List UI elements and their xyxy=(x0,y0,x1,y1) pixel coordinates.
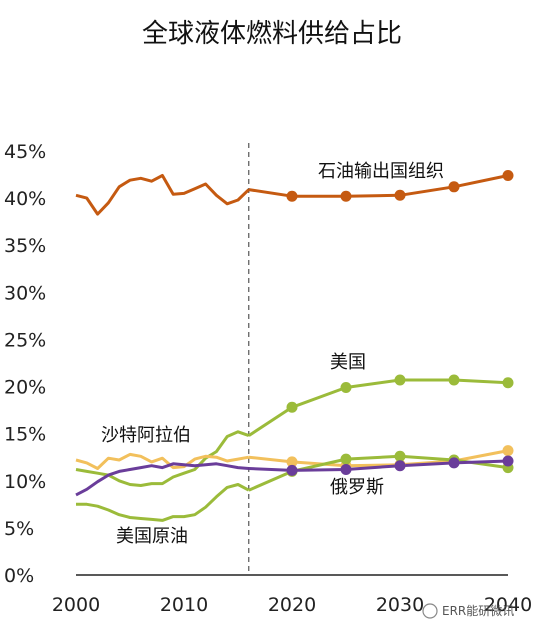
series-lines xyxy=(75,174,509,522)
watermark-text: ERR能研微讯 xyxy=(442,604,514,618)
y-tick-label: 5% xyxy=(4,518,34,540)
data-point xyxy=(340,381,352,393)
series-line-history xyxy=(75,462,249,497)
series-line-projection xyxy=(247,378,509,437)
series-line-history xyxy=(75,174,250,216)
chart-title: 全球液体燃料供给占比 xyxy=(142,19,402,49)
x-tick-label: 2020 xyxy=(268,594,316,616)
data-point xyxy=(502,445,514,457)
y-axis-ticks: 0% 5% 10% 15% 20% 25% 30% 35% 40% 45% xyxy=(4,141,46,587)
y-tick-label: 25% xyxy=(4,329,46,351)
y-tick-label: 30% xyxy=(4,282,46,304)
y-tick-label: 20% xyxy=(4,377,46,399)
y-tick-label: 45% xyxy=(4,141,46,163)
y-tick-label: 40% xyxy=(4,188,46,210)
series-line-history xyxy=(75,430,250,487)
data-point xyxy=(286,401,298,413)
y-tick-label: 0% xyxy=(4,565,34,587)
data-point xyxy=(286,190,298,202)
data-point xyxy=(340,463,352,475)
data-point xyxy=(286,456,298,468)
data-point xyxy=(448,181,460,193)
x-tick-label: 2040 xyxy=(484,594,532,616)
watermark-icon xyxy=(422,603,438,619)
data-point xyxy=(502,377,514,389)
data-point xyxy=(502,455,514,467)
x-axis-ticks: 2000 2010 2020 2030 2040 xyxy=(52,594,532,616)
series-label-russia: 俄罗斯 xyxy=(330,477,384,498)
series-label-us: 美国 xyxy=(330,352,366,373)
y-tick-label: 15% xyxy=(4,424,46,446)
data-point xyxy=(448,457,460,469)
x-tick-label: 2000 xyxy=(52,594,100,616)
data-point xyxy=(394,450,406,462)
watermark: ERR能研微讯 xyxy=(422,603,514,619)
data-point xyxy=(394,374,406,386)
data-point xyxy=(502,169,514,181)
series-line-projection xyxy=(248,459,509,472)
series-label-us-crude: 美国原油 xyxy=(116,526,188,547)
data-point xyxy=(394,460,406,472)
data-point xyxy=(340,190,352,202)
series-line-projection xyxy=(248,449,509,468)
y-tick-label: 35% xyxy=(4,235,46,257)
series-label-opec: 石油输出国组织 xyxy=(318,161,444,182)
series-line-projection xyxy=(248,174,509,198)
series-line-history xyxy=(76,483,250,522)
data-point xyxy=(448,374,460,386)
series-label-saudi: 沙特阿拉伯 xyxy=(101,425,191,446)
x-tick-label: 2030 xyxy=(376,594,424,616)
x-tick-label: 2010 xyxy=(160,594,208,616)
series-line-history xyxy=(75,452,250,470)
data-point xyxy=(394,189,406,201)
data-point xyxy=(286,464,298,476)
data-point xyxy=(340,453,352,465)
series-points xyxy=(286,169,514,477)
y-tick-label: 10% xyxy=(4,471,46,493)
